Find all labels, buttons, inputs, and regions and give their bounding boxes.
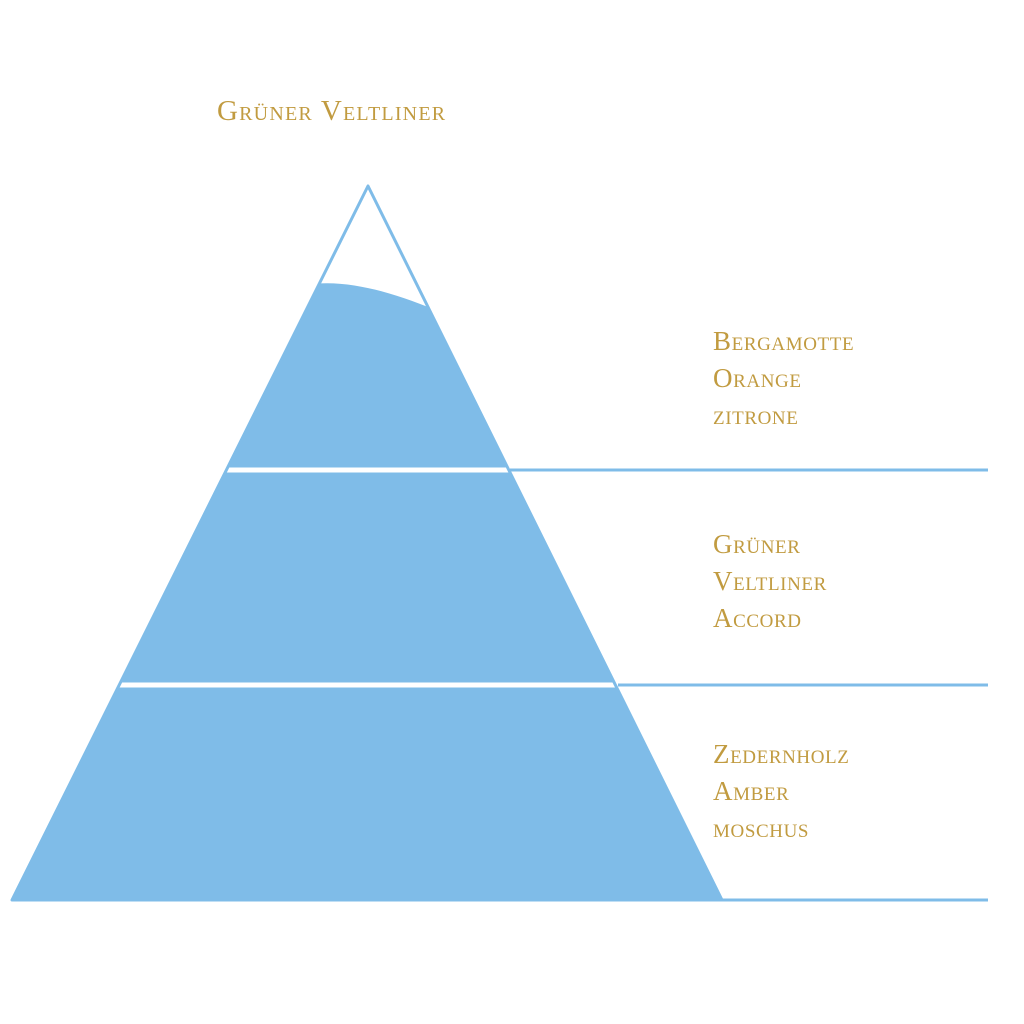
base-note-2: Amber: [713, 776, 790, 806]
top-note-2: Orange: [713, 363, 802, 393]
pyramid-outline: [10, 184, 724, 902]
heart-note-1: Grüner: [713, 529, 801, 559]
heart-notes-block: Grüner Veltliner Accord: [713, 526, 1013, 637]
heart-note-3: Accord: [713, 603, 802, 633]
base-note-1: Zedernholz: [713, 739, 850, 769]
pyramid-divider-gap-bottom: [12, 682, 722, 688]
top-note-1: Bergamotte: [713, 326, 855, 356]
pyramid-divider-gap-top: [12, 467, 722, 473]
pyramid-fill: [12, 283, 722, 900]
top-note-3: zitrone: [713, 400, 799, 430]
page-title: Grüner Veltliner: [217, 95, 447, 127]
base-notes-block: Zedernholz Amber moschus: [713, 736, 1013, 847]
base-note-3: moschus: [713, 813, 810, 843]
top-notes-block: Bergamotte Orange zitrone: [713, 323, 1013, 434]
heart-note-2: Veltliner: [713, 566, 827, 596]
